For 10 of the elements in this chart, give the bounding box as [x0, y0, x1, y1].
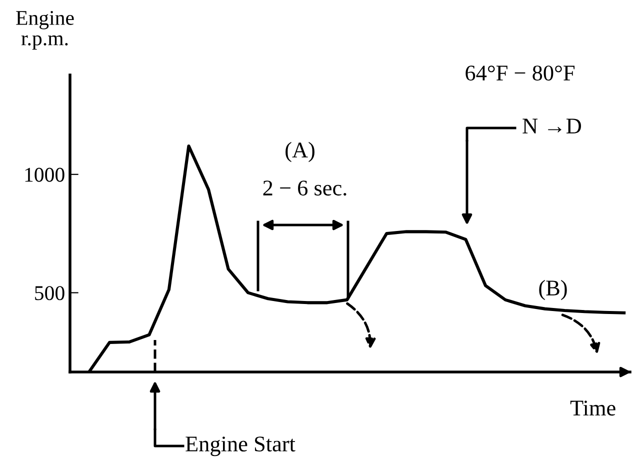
- annotation: (B): [539, 280, 567, 300]
- annotation: 2 − 6 sec.: [263, 180, 346, 196]
- x-axis-title: Time: [570, 400, 616, 416]
- y-tick-label: 500: [35, 286, 64, 300]
- annotation: N →D: [522, 118, 581, 134]
- text: Engine Start: [186, 436, 296, 456]
- annotation: (A): [286, 142, 314, 162]
- y-axis-title: Engine r.p.m.: [16, 10, 74, 50]
- y-tick-label: 1000: [25, 168, 64, 182]
- annotation: 64°F − 80°F: [466, 66, 574, 81]
